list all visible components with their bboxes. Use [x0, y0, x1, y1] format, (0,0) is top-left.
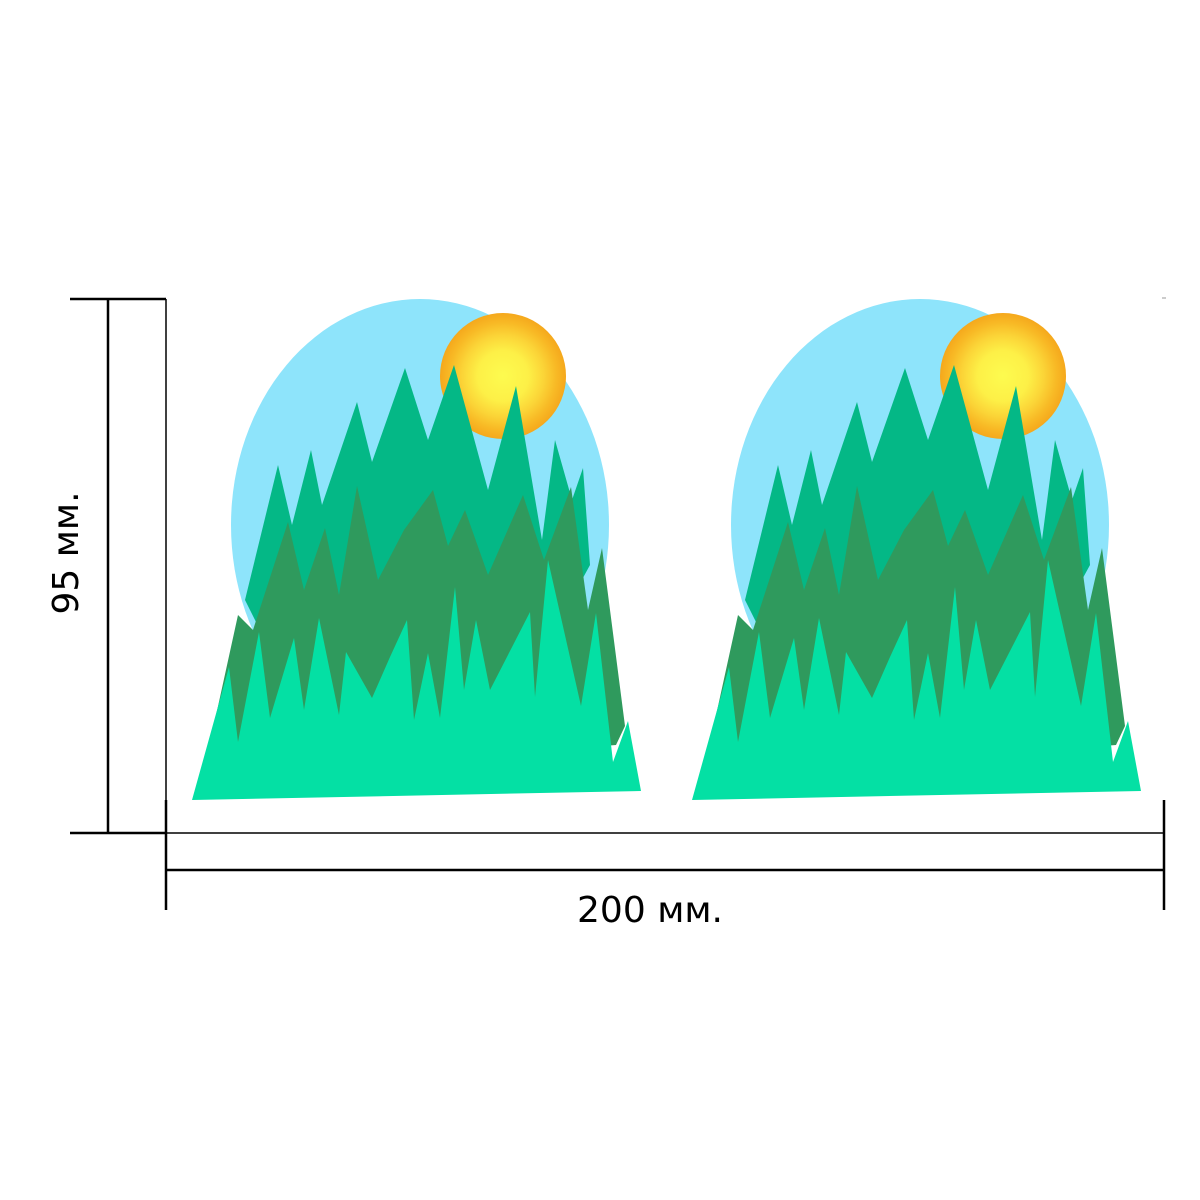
- height-label: 95 мм.: [46, 491, 87, 614]
- width-label: 200 мм.: [577, 890, 723, 931]
- width-dimension: [164, 800, 1166, 910]
- sticker-right: [692, 299, 1141, 800]
- height-dimension: [70, 297, 167, 835]
- sticker-left: [192, 299, 641, 800]
